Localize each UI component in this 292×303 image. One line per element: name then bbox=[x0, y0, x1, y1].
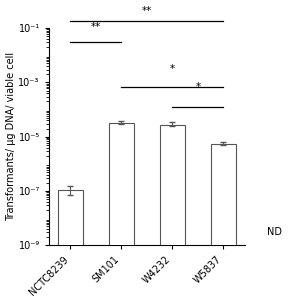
Text: ND: ND bbox=[267, 227, 282, 237]
Bar bbox=[160, 125, 185, 303]
Bar bbox=[109, 123, 134, 303]
Text: *: * bbox=[170, 64, 175, 74]
Text: *: * bbox=[195, 82, 201, 92]
Text: **: ** bbox=[91, 22, 101, 32]
Bar bbox=[58, 190, 83, 303]
Text: **: ** bbox=[142, 6, 152, 16]
Bar bbox=[211, 144, 236, 303]
Y-axis label: Transformants/ µg DNA/ viable cell: Transformants/ µg DNA/ viable cell bbox=[6, 52, 15, 221]
